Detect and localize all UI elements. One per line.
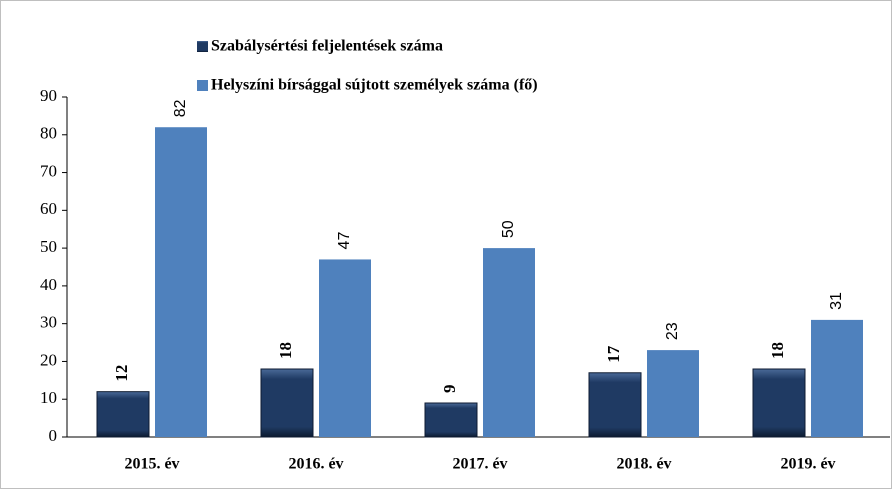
data-label: 9 [440, 385, 459, 394]
data-label: 12 [112, 365, 131, 382]
legend-swatch [197, 80, 208, 91]
y-tick-label: 70 [40, 161, 57, 180]
data-label: 18 [768, 342, 787, 359]
bar [483, 248, 535, 437]
bar [260, 368, 314, 438]
y-tick-label: 60 [40, 199, 57, 218]
y-tick-label: 40 [40, 275, 57, 294]
x-tick-label: 2016. év [288, 456, 343, 473]
data-label: 18 [276, 342, 295, 359]
bar [647, 350, 699, 437]
legend-label: Helyszíni bírsággal sújtott személyek sz… [211, 77, 538, 94]
bar [155, 127, 207, 437]
y-tick-label: 20 [40, 350, 57, 369]
bar [424, 402, 478, 438]
bar [96, 391, 150, 438]
data-label: 31 [828, 292, 845, 310]
data-label: 50 [500, 220, 517, 238]
x-tick-label: 2015. év [124, 456, 179, 473]
data-label: 23 [664, 322, 681, 340]
y-tick-label: 10 [40, 388, 57, 407]
y-tick-label: 80 [40, 124, 57, 143]
bar [588, 372, 642, 438]
bar [752, 368, 806, 438]
y-tick-label: 30 [40, 313, 57, 332]
bar [811, 319, 863, 437]
x-tick-label: 2019. év [780, 456, 835, 473]
y-tick-label: 90 [40, 86, 57, 105]
data-label: 82 [172, 99, 189, 117]
x-tick-label: 2017. év [452, 456, 507, 473]
y-tick-label: 0 [49, 426, 58, 445]
legend-swatch [197, 41, 208, 52]
bar [319, 259, 371, 437]
y-tick-label: 50 [40, 237, 57, 256]
data-label: 47 [336, 232, 353, 250]
data-label: 17 [604, 345, 623, 363]
x-tick-label: 2018. év [616, 456, 671, 473]
legend-label: Szabálysértési feljelentések száma [211, 38, 443, 55]
